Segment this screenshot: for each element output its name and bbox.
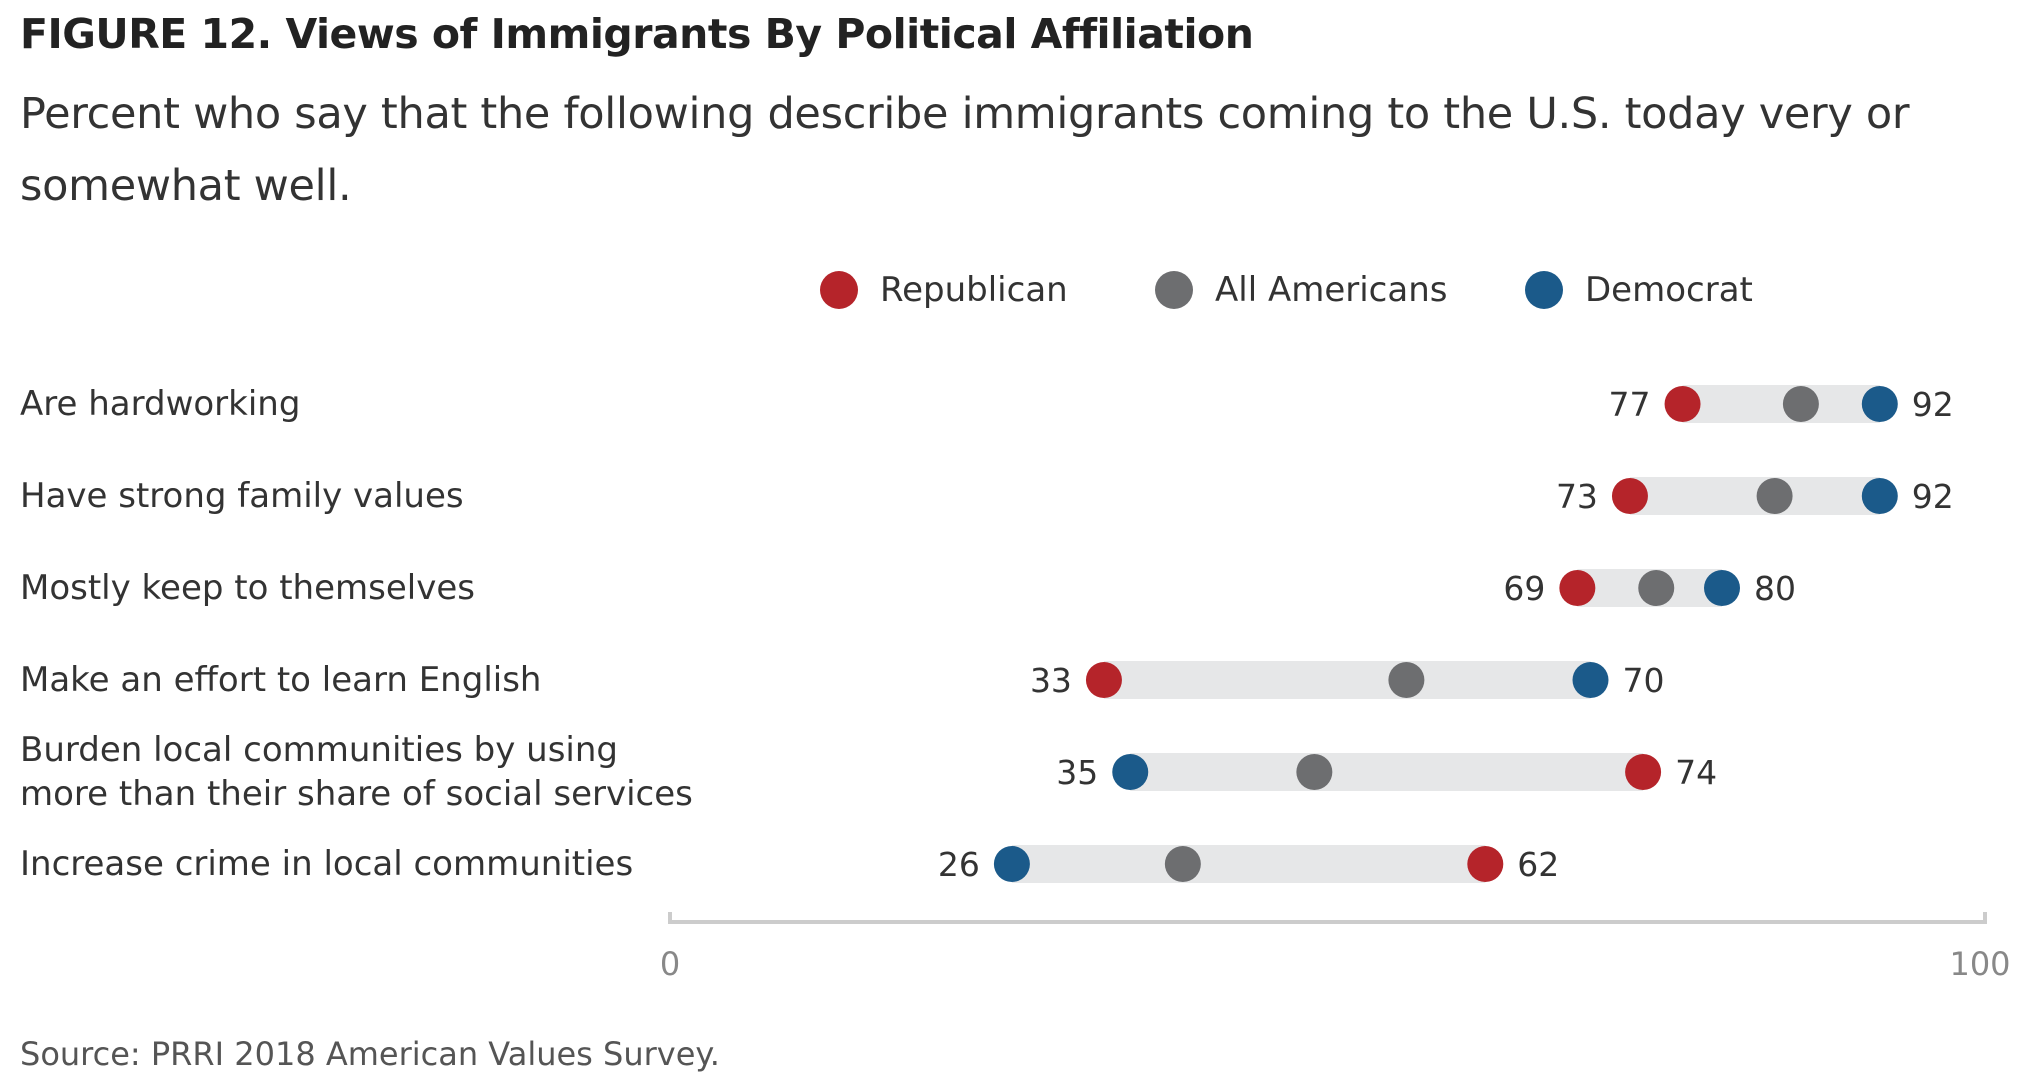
value-label-high: 92 xyxy=(1912,385,1954,424)
row-label-line: Burden local communities by using xyxy=(20,730,618,770)
range-bar xyxy=(1011,845,1486,883)
value-label-high: 74 xyxy=(1675,753,1717,792)
legend-label-republican: Republican xyxy=(880,270,1068,310)
dot-all-americans xyxy=(1296,754,1333,790)
dot-all-americans xyxy=(1756,478,1793,514)
range-bar xyxy=(1629,477,1880,515)
dot-republican xyxy=(1611,478,1648,514)
row-label: Mostly keep to themselves xyxy=(20,566,475,610)
dot-democrat xyxy=(993,846,1030,882)
dot-democrat xyxy=(1861,478,1898,514)
dot-all-americans xyxy=(1638,570,1675,606)
dot-democrat xyxy=(1704,570,1740,606)
dot-republican xyxy=(1559,570,1596,606)
row-label-line: Increase crime in local communities xyxy=(20,844,634,884)
value-label-low: 33 xyxy=(1030,661,1072,700)
row-label-line: Mostly keep to themselves xyxy=(20,568,475,608)
row-label-line: more than their share of social services xyxy=(20,774,693,814)
row-label: Increase crime in local communities xyxy=(20,842,633,886)
dot-democrat xyxy=(1572,662,1609,698)
dot-republican xyxy=(1467,846,1504,882)
range-bar xyxy=(1130,753,1644,791)
dot-all-americans xyxy=(1388,662,1425,698)
dot-republican xyxy=(1625,754,1662,790)
value-label-low: 69 xyxy=(1503,569,1545,608)
chart-subtitle: Percent who say that the following descr… xyxy=(20,89,1910,211)
value-label-high: 92 xyxy=(1912,477,1954,516)
row-label: Have strong family values xyxy=(20,474,464,518)
range-bar xyxy=(1103,661,1591,699)
dot-democrat xyxy=(1112,754,1149,790)
row-label-line: Have strong family values xyxy=(20,476,464,516)
legend-label-all-americans: All Americans xyxy=(1215,270,1448,310)
legend: Republican All Americans Democrat xyxy=(0,260,2025,320)
dot-democrat xyxy=(1861,386,1898,422)
legend-dot-all-americans xyxy=(1155,271,1193,309)
dot-all-americans xyxy=(1782,386,1819,422)
value-label-high: 80 xyxy=(1754,569,1796,608)
legend-label-democrat: Democrat xyxy=(1585,270,1753,310)
dot-all-americans xyxy=(1164,846,1201,882)
row-label-line: Are hardworking xyxy=(20,384,301,424)
dot-republican xyxy=(1664,386,1701,422)
value-label-low: 26 xyxy=(938,845,980,884)
value-label-high: 70 xyxy=(1623,661,1665,700)
value-label-low: 35 xyxy=(1056,753,1098,792)
range-bar xyxy=(1682,385,1880,423)
value-label-low: 73 xyxy=(1556,477,1598,516)
row-label: Burden local communities by using more th… xyxy=(20,728,693,816)
row-label-line: Make an effort to learn English xyxy=(20,660,542,700)
x-tick-label: 100 xyxy=(1949,945,2010,983)
legend-item-all-americans: All Americans xyxy=(1155,260,1447,320)
value-label-high: 62 xyxy=(1517,845,1559,884)
chart-title: FIGURE 12. Views of Immigrants By Politi… xyxy=(20,10,1254,58)
dot-republican xyxy=(1085,662,1122,698)
x-tick-label: 0 xyxy=(660,945,680,983)
legend-item-republican: Republican xyxy=(820,260,1068,320)
legend-dot-republican xyxy=(820,271,858,309)
source-note: Source: PRRI 2018 American Values Survey… xyxy=(20,1035,720,1073)
row-label: Make an effort to learn English xyxy=(20,658,541,702)
legend-item-democrat: Democrat xyxy=(1525,260,1753,320)
value-label-low: 77 xyxy=(1609,385,1651,424)
legend-dot-democrat xyxy=(1525,271,1563,309)
row-label: Are hardworking xyxy=(20,382,300,426)
